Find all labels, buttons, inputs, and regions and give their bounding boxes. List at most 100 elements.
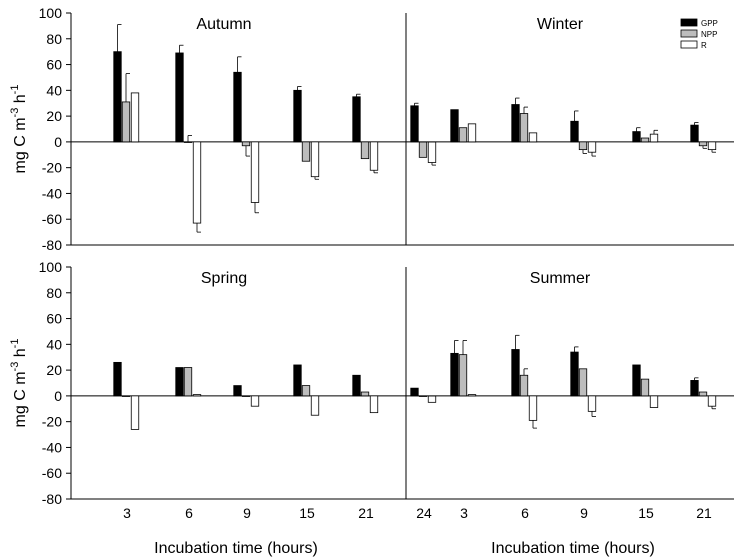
bar-r	[310, 395, 320, 416]
y-tick-label: 60	[46, 311, 62, 327]
y-tick-label: 20	[46, 108, 62, 124]
x-tick-label: 9	[580, 505, 588, 521]
bar-npp	[301, 141, 311, 162]
bar-r	[310, 141, 320, 178]
bar-npp	[121, 395, 131, 397]
bar-npp	[578, 368, 588, 397]
y-tick-label: -40	[42, 185, 62, 201]
bar-npp	[121, 101, 131, 143]
y-tick-label: 100	[39, 5, 63, 21]
bar-npp	[640, 378, 650, 397]
y-tick-label: -40	[42, 439, 62, 455]
panel-title: Spring	[201, 270, 247, 287]
bar-r	[649, 133, 659, 143]
y-tick-label: 100	[39, 259, 63, 275]
bar-npp	[360, 391, 370, 397]
bar-r	[587, 395, 597, 412]
bar-gpp	[352, 374, 361, 397]
bar-gpp	[632, 131, 641, 143]
y-tick-label: -20	[42, 414, 62, 430]
bar-npp	[241, 395, 251, 397]
bar-npp	[183, 367, 193, 397]
x-axis-label: Incubation time (hours)	[154, 540, 318, 557]
legend-swatch-gpp	[680, 18, 698, 27]
panel-title: Winter	[537, 16, 584, 33]
y-tick-label: -60	[42, 465, 62, 481]
bar-npp	[360, 141, 370, 160]
x-tick-label: 6	[521, 505, 529, 521]
bar-gpp	[511, 349, 520, 397]
y-tick-label: 0	[54, 388, 62, 404]
x-axis-label: Incubation time (hours)	[491, 540, 655, 557]
legend-swatch-r	[680, 40, 698, 49]
y-tick-label: 60	[46, 57, 62, 73]
bar-r	[707, 141, 717, 151]
bar-gpp	[690, 124, 699, 143]
bar-r	[467, 123, 477, 143]
bar-r	[369, 141, 379, 171]
bar-r	[250, 141, 260, 203]
bar-r	[467, 394, 477, 397]
bar-npp	[418, 141, 428, 158]
bar-gpp	[450, 109, 459, 143]
bar-gpp	[293, 89, 302, 143]
x-tick-label: 3	[460, 505, 468, 521]
y-tick-label: -80	[42, 491, 62, 507]
panel-spring: -80 -60 -40 -20 0 20 40 60 80 100 Spring 3 6 9 15 21 24 I…	[9, 259, 437, 557]
bar-npp	[698, 141, 708, 147]
panel-title: Autumn	[196, 16, 251, 33]
bar-npp	[640, 137, 650, 143]
bar-r	[427, 395, 437, 403]
y-tick-label: 80	[46, 31, 62, 47]
bar-npp	[519, 113, 529, 143]
x-tick-label: 3	[123, 505, 131, 521]
x-tick-label: 21	[358, 505, 374, 521]
x-tick-label: 6	[185, 505, 193, 521]
bar-gpp	[233, 385, 242, 397]
bar-gpp	[293, 364, 302, 397]
bar-gpp	[410, 387, 419, 397]
panel-summer: Summer 3 6 9 15 21 Incubation time (hours)	[405, 267, 734, 557]
y-tick-label: 20	[46, 362, 62, 378]
bar-r	[587, 141, 597, 153]
bar-r	[130, 395, 140, 430]
bar-r	[130, 92, 140, 143]
x-tick-label: 9	[243, 505, 251, 521]
bar-r	[649, 395, 659, 408]
bar-gpp	[690, 380, 699, 397]
bar-npp	[241, 141, 251, 147]
x-tick-label: 15	[299, 505, 315, 521]
bar-r	[528, 132, 538, 143]
bar-r	[528, 395, 538, 421]
y-tick-label: 40	[46, 82, 62, 98]
y-axis-label: mg C m-3 h-1	[9, 85, 29, 174]
y-tick-label: 40	[46, 336, 62, 352]
panel-title: Summer	[530, 270, 591, 287]
bar-gpp	[175, 52, 184, 143]
panel-autumn: -80 -60 -40 -20 0 20 40 60 80 100 Autumn mg C m-3 h…	[9, 5, 437, 253]
x-tick-label: 21	[696, 505, 712, 521]
legend-swatch-npp	[680, 29, 698, 38]
x-tick-label: 15	[638, 505, 654, 521]
bar-npp	[578, 141, 588, 151]
panel-winter: Winter GPP NPP R	[405, 13, 734, 246]
legend-label-npp: NPP	[701, 30, 717, 39]
bar-r	[427, 141, 437, 163]
bar-r	[192, 141, 202, 224]
y-axis-label: mg C m-3 h-1	[9, 339, 29, 428]
bar-r	[192, 394, 202, 397]
y-tick-label: -60	[42, 211, 62, 227]
bar-gpp	[352, 96, 361, 143]
bar-gpp	[632, 364, 641, 397]
bar-gpp	[410, 105, 419, 143]
bar-gpp	[175, 367, 184, 397]
bar-r	[250, 395, 260, 407]
y-tick-label: 80	[46, 285, 62, 301]
y-tick-label: 0	[54, 134, 62, 150]
legend: GPP NPP R	[680, 18, 718, 50]
bar-gpp	[570, 351, 579, 397]
bar-npp	[458, 354, 468, 397]
bar-gpp	[113, 51, 122, 143]
bar-npp	[458, 127, 468, 143]
